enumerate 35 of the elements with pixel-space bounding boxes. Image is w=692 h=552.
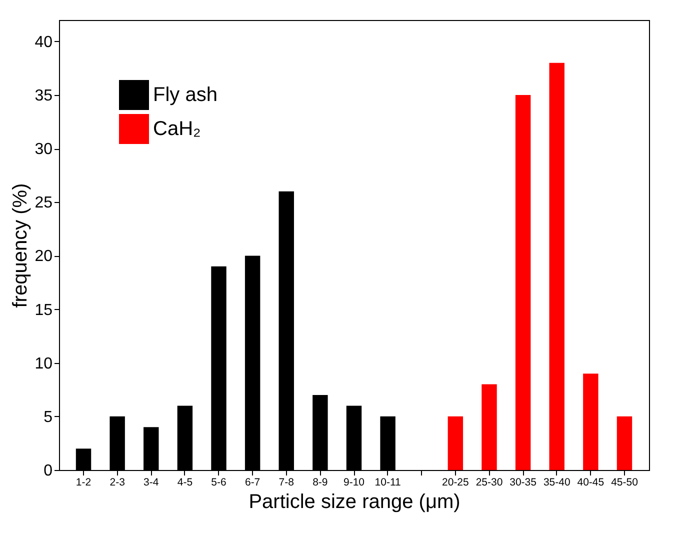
y-tick-label: 0 — [44, 462, 53, 480]
x-tick-label: 10-11 — [374, 476, 402, 488]
x-tick-label: 4-5 — [177, 476, 193, 488]
y-tick-label: 20 — [34, 248, 53, 266]
y-tick-label: 35 — [34, 88, 53, 104]
bar — [482, 384, 497, 470]
y-tick-label: 25 — [34, 194, 53, 212]
x-axis-title: Particle size range (μm) — [248, 491, 460, 513]
x-tick-label: 9-10 — [343, 476, 365, 488]
bar — [515, 95, 531, 470]
y-tick-label: 30 — [34, 141, 53, 158]
x-tick-label: 8-9 — [312, 476, 328, 488]
y-tick-label: 15 — [34, 302, 53, 319]
x-tick-label: 6-7 — [244, 476, 260, 488]
bar — [583, 374, 598, 470]
x-tick-label: 25-30 — [476, 476, 503, 488]
bar — [448, 416, 464, 470]
legend-label: Fly ash — [153, 84, 218, 106]
y-axis-title: frequency (%) — [10, 183, 32, 308]
y-tick-label: 40 — [34, 34, 53, 51]
x-tick-label: 40-45 — [577, 476, 604, 488]
x-tick-label: 1-2 — [76, 476, 92, 488]
legend-label: CaH₂ — [153, 118, 201, 140]
x-tick-label: 2-3 — [110, 476, 126, 488]
x-tick-label: 20-25 — [442, 476, 470, 488]
bar — [616, 416, 632, 470]
x-tick-label: 3-4 — [144, 476, 159, 488]
x-tick-label: 45-50 — [611, 476, 638, 488]
x-tick-label: 5-6 — [211, 476, 226, 488]
x-tick-label: 35-40 — [543, 476, 570, 488]
y-tick-label: 5 — [44, 408, 53, 426]
x-tick-label: 7-8 — [278, 476, 294, 488]
x-tick-label: 30-35 — [510, 476, 537, 488]
y-tick-label: 10 — [34, 355, 53, 372]
bar — [549, 62, 564, 470]
